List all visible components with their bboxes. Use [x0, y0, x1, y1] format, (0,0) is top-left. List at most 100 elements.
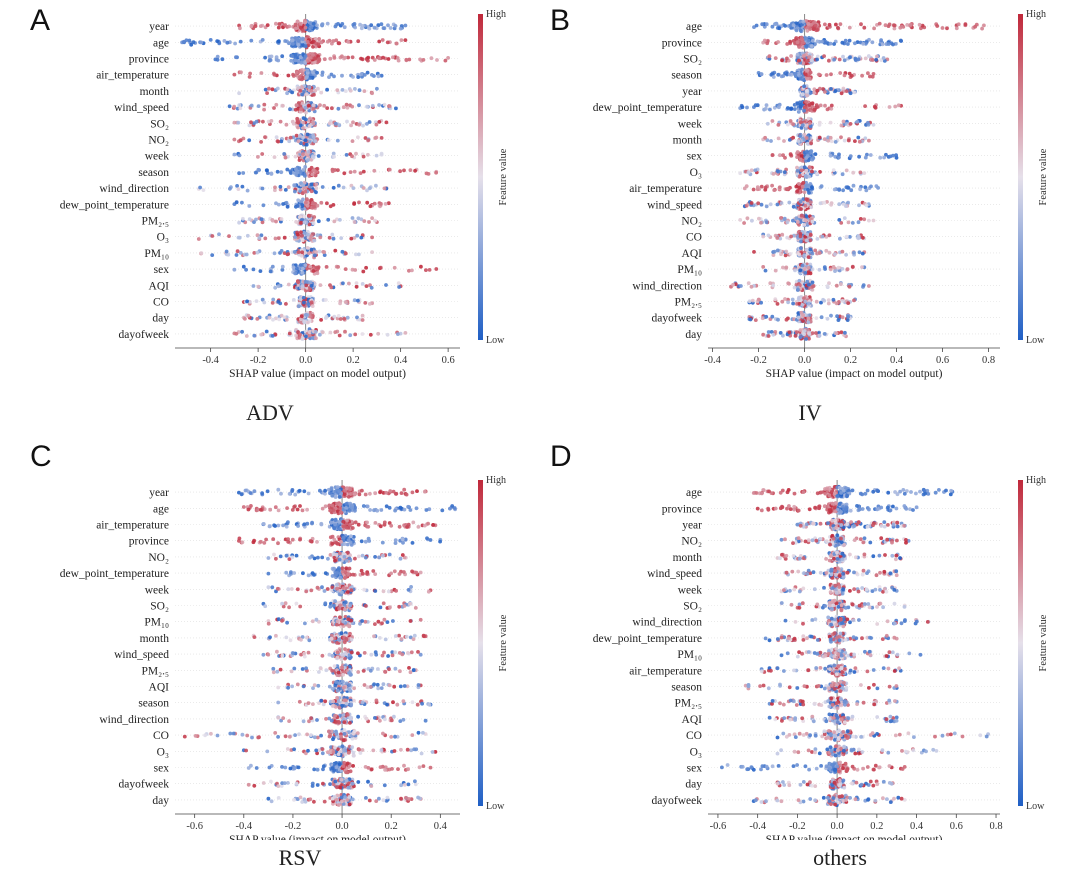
shap-point: [308, 555, 312, 560]
shap-point: [365, 122, 369, 126]
shap-point: [366, 152, 370, 157]
shap-point: [320, 22, 325, 27]
shap-point: [342, 316, 347, 321]
shap-point: [282, 235, 287, 240]
shap-point: [282, 251, 287, 256]
shap-point: [791, 301, 795, 306]
shap-point: [351, 22, 356, 27]
shap-point: [434, 170, 438, 175]
shap-point: [349, 236, 354, 241]
shap-point: [807, 103, 812, 107]
shap-point: [803, 105, 807, 110]
shap-point: [803, 173, 808, 178]
shap-point: [369, 285, 374, 290]
shap-point: [269, 54, 274, 59]
shap-point: [341, 519, 346, 524]
feature-label: province: [662, 37, 702, 49]
shap-point: [261, 203, 266, 208]
shap-point: [836, 25, 840, 30]
shap-point: [361, 154, 366, 159]
shap-point: [341, 524, 346, 529]
shap-point: [342, 542, 347, 546]
shap-point: [251, 284, 256, 288]
shap-point: [312, 573, 316, 577]
shap-point: [800, 263, 805, 268]
shap-point: [776, 123, 781, 127]
shap-point: [256, 167, 261, 172]
shap-point: [345, 542, 350, 547]
shap-point: [284, 302, 288, 306]
shap-point: [277, 317, 281, 322]
shap-point: [296, 101, 301, 105]
shap-point: [783, 155, 787, 160]
shap-point: [240, 200, 244, 205]
shap-point: [856, 234, 861, 239]
shap-point: [267, 58, 272, 63]
shap-point: [422, 523, 427, 528]
shap-point: [267, 86, 271, 91]
shap-point: [738, 171, 743, 176]
shap-point: [863, 155, 868, 160]
shap-point: [313, 329, 318, 334]
shap-point: [365, 70, 370, 75]
shap-point: [892, 23, 897, 28]
shap-point: [817, 251, 822, 255]
shap-point: [306, 158, 310, 163]
shap-point: [791, 204, 796, 209]
shap-point: [414, 506, 419, 511]
shap-point: [237, 171, 242, 176]
shap-point: [311, 103, 316, 108]
shap-point: [801, 61, 806, 66]
shap-point: [331, 39, 336, 43]
shap-point: [805, 149, 809, 154]
shap-point: [308, 539, 313, 543]
shap-point: [823, 103, 827, 108]
shap-point: [307, 222, 312, 227]
shap-point: [839, 330, 844, 335]
shap-point: [760, 22, 765, 27]
shap-point: [863, 185, 868, 190]
shap-point: [357, 103, 361, 108]
shap-point: [222, 39, 227, 43]
shap-point: [258, 539, 263, 544]
shap-point: [363, 492, 368, 497]
shap-point: [379, 151, 384, 156]
shap-point: [298, 504, 302, 508]
shap-point: [361, 123, 365, 128]
shap-point: [868, 74, 872, 79]
shap-point: [786, 186, 790, 191]
shap-point: [326, 138, 331, 143]
feature-label: wind_direction: [99, 714, 169, 726]
shap-point: [773, 22, 777, 26]
shap-point: [799, 120, 803, 125]
shap-point: [308, 134, 313, 139]
shap-chart-a: yearageprovinceair_temperaturemonthwind_…: [60, 9, 509, 380]
shap-point: [766, 233, 771, 238]
shap-point: [796, 139, 801, 144]
shap-point: [328, 56, 333, 61]
shap-point: [328, 535, 333, 540]
shap-point: [431, 523, 436, 527]
shap-point: [898, 38, 903, 43]
shap-point: [256, 104, 261, 108]
shap-point: [309, 283, 314, 288]
shap-point: [874, 184, 879, 189]
shap-point: [350, 154, 354, 159]
shap-point: [856, 135, 861, 140]
shap-point: [187, 38, 192, 43]
shap-point: [234, 331, 239, 336]
shap-point: [867, 218, 871, 223]
shap-point: [255, 233, 260, 238]
shap-point: [865, 152, 869, 157]
shap-point: [366, 138, 371, 143]
shap-point: [815, 88, 820, 93]
shap-point: [908, 23, 913, 27]
shap-point: [866, 54, 871, 58]
shap-point: [841, 119, 846, 124]
shap-point: [847, 25, 852, 30]
shap-point: [343, 488, 347, 493]
shap-chart-b: ageprovinceSO₂seasonyeardew_point_temper…: [593, 9, 1049, 380]
shap-point: [794, 184, 799, 189]
shap-point: [307, 85, 312, 90]
shap-point: [770, 119, 775, 123]
